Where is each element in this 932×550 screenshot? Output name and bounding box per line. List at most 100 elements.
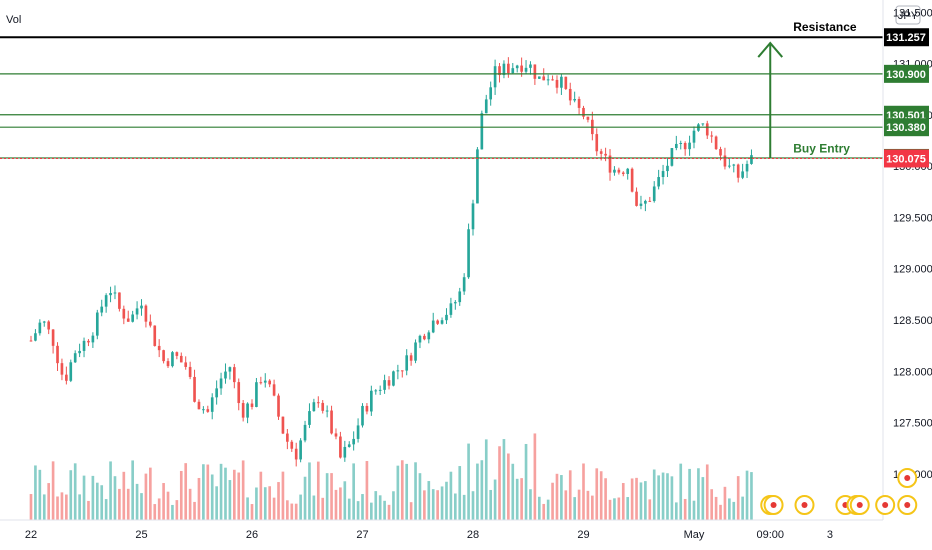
candle-body (290, 441, 294, 449)
volume-bar (714, 496, 718, 520)
x-tick-label: 22 (25, 529, 37, 541)
annotations: Resistance Buy Entry (757, 20, 857, 158)
volume-bar (697, 468, 700, 520)
volume-bar (330, 473, 333, 520)
volume-bar (458, 466, 462, 520)
volume-bar (104, 499, 108, 520)
price-label: 130.900 (886, 69, 926, 81)
volume-bar (352, 463, 355, 520)
volume-bar (741, 496, 744, 520)
candle-body (38, 322, 42, 334)
volume-bar (277, 482, 280, 520)
volume-bar (365, 461, 369, 520)
volume-bar (471, 491, 475, 520)
candle-body (427, 332, 431, 340)
candle-body (193, 376, 196, 402)
candle-body (604, 153, 607, 156)
candle-body (60, 363, 64, 375)
x-tick-label: 09:00 (756, 529, 784, 541)
candle-body (131, 314, 134, 322)
resistance-annotation: Resistance (793, 20, 857, 34)
volume-bar (692, 500, 696, 520)
candle-body (458, 291, 462, 303)
candle-body (175, 352, 179, 356)
volume-bar (431, 489, 435, 520)
candle-body (560, 76, 563, 88)
candle-body (714, 136, 718, 150)
volume-bar (383, 500, 386, 520)
volume-bar (166, 491, 170, 520)
candle-body (135, 308, 139, 315)
candle-body (688, 142, 691, 150)
candle-body (246, 403, 249, 418)
volume-bar (400, 460, 404, 520)
volume-bar (272, 497, 276, 520)
volume-bar (679, 463, 683, 520)
candle-body (202, 409, 205, 411)
volume-bar (608, 499, 612, 520)
volume-bar (529, 489, 532, 520)
candle-body (595, 134, 599, 152)
candle-body (69, 362, 73, 381)
candle-body (750, 155, 753, 164)
candle-body (356, 425, 360, 439)
candle-body (635, 191, 638, 206)
y-tick-label: 128.000 (893, 366, 932, 378)
levels (0, 36, 883, 160)
candle-body (476, 149, 479, 204)
volume-bar (515, 478, 519, 520)
volume-bar (652, 469, 656, 520)
candle-body (321, 402, 325, 411)
volume-bar (502, 439, 506, 520)
volume-bar (294, 503, 298, 520)
candle-body (157, 345, 161, 351)
economic-events[interactable] (760, 468, 918, 515)
candle-body (524, 67, 528, 72)
volume-bar (206, 464, 210, 520)
volume-bar (657, 475, 660, 520)
volume-bar (343, 481, 347, 520)
volume-label: Vol (6, 14, 21, 26)
volume-bar (250, 504, 254, 520)
candle-body (237, 382, 241, 404)
volume-bar (29, 494, 33, 520)
volume-bar (347, 498, 351, 520)
candle-body (224, 371, 227, 379)
candle-body (546, 79, 550, 81)
candle-body (626, 168, 630, 174)
candle-body (462, 277, 466, 292)
volume-bar (591, 495, 594, 520)
candle-body (692, 130, 696, 143)
candle-body (387, 380, 391, 386)
candle-body (82, 340, 86, 351)
volume-bar (78, 494, 81, 520)
candle-body (228, 367, 232, 372)
volume-bar (577, 489, 581, 520)
candle-body (551, 79, 554, 81)
candle-body (277, 395, 280, 417)
candle-body (484, 99, 488, 114)
candle-body (577, 98, 581, 108)
candle-body (392, 371, 395, 386)
candle-body (325, 410, 329, 412)
candle-body (582, 107, 585, 117)
candle-body (515, 65, 519, 69)
volume-bar (560, 475, 563, 520)
volume-bar (100, 485, 104, 520)
candle-body (241, 403, 245, 418)
candle-body (383, 380, 386, 390)
currency-label[interactable]: JPY (898, 10, 919, 22)
candle-body (507, 63, 510, 74)
volume-bar (604, 478, 607, 520)
volume-bar (666, 473, 669, 520)
volume-bar (626, 497, 630, 520)
volume-bars (29, 433, 753, 520)
candle-body (334, 433, 338, 437)
x-tick-label: May (684, 529, 705, 541)
candle-body (100, 306, 104, 313)
volume-bar (56, 496, 59, 520)
candle-body (365, 405, 369, 412)
candle-body (710, 135, 714, 137)
candle-body (617, 169, 621, 173)
